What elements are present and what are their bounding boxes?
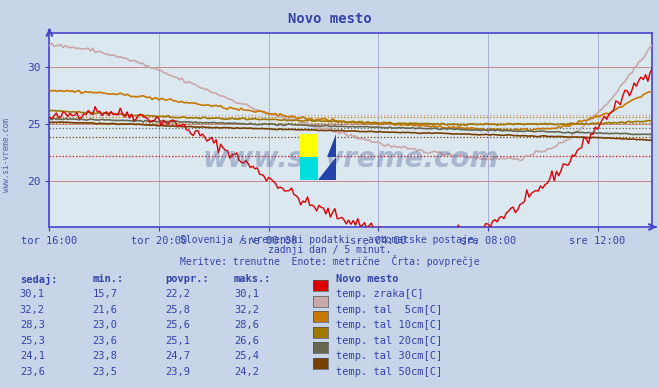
Text: 25,8: 25,8 — [165, 305, 190, 315]
Text: 23,6: 23,6 — [20, 367, 45, 377]
Text: 30,1: 30,1 — [20, 289, 45, 299]
Text: www.si-vreme.com: www.si-vreme.com — [203, 145, 499, 173]
Text: 26,6: 26,6 — [234, 336, 259, 346]
Bar — [300, 134, 318, 157]
Text: 21,6: 21,6 — [92, 305, 117, 315]
Text: sedaj:: sedaj: — [20, 274, 57, 284]
Text: 25,4: 25,4 — [234, 351, 259, 361]
Text: 25,3: 25,3 — [20, 336, 45, 346]
Text: temp. tal 30cm[C]: temp. tal 30cm[C] — [336, 351, 442, 361]
Text: temp. tal 50cm[C]: temp. tal 50cm[C] — [336, 367, 442, 377]
Text: 24,1: 24,1 — [20, 351, 45, 361]
Text: 22,2: 22,2 — [165, 289, 190, 299]
Text: 23,9: 23,9 — [165, 367, 190, 377]
Text: 23,5: 23,5 — [92, 367, 117, 377]
Text: Slovenija / vremenski podatki - avtomatske postaje.: Slovenija / vremenski podatki - avtomats… — [180, 235, 479, 245]
Text: povpr.:: povpr.: — [165, 274, 208, 284]
Text: temp. tal  5cm[C]: temp. tal 5cm[C] — [336, 305, 442, 315]
Text: 24,7: 24,7 — [165, 351, 190, 361]
Text: 15,7: 15,7 — [92, 289, 117, 299]
Polygon shape — [318, 134, 336, 180]
Polygon shape — [318, 134, 336, 180]
Text: temp. tal 20cm[C]: temp. tal 20cm[C] — [336, 336, 442, 346]
Text: zadnji dan / 5 minut.: zadnji dan / 5 minut. — [268, 245, 391, 255]
Text: Meritve: trenutne  Enote: metrične  Črta: povprečje: Meritve: trenutne Enote: metrične Črta: … — [180, 255, 479, 267]
Text: 23,0: 23,0 — [92, 320, 117, 330]
Text: 32,2: 32,2 — [234, 305, 259, 315]
Text: temp. tal 10cm[C]: temp. tal 10cm[C] — [336, 320, 442, 330]
Text: 25,6: 25,6 — [165, 320, 190, 330]
Text: Novo mesto: Novo mesto — [287, 12, 372, 26]
Text: Novo mesto: Novo mesto — [336, 274, 399, 284]
Text: 28,3: 28,3 — [20, 320, 45, 330]
Text: temp. zraka[C]: temp. zraka[C] — [336, 289, 424, 299]
Text: 23,8: 23,8 — [92, 351, 117, 361]
Text: www.si-vreme.com: www.si-vreme.com — [2, 118, 11, 192]
Polygon shape — [300, 157, 318, 180]
Text: 24,2: 24,2 — [234, 367, 259, 377]
Text: maks.:: maks.: — [234, 274, 272, 284]
Text: 30,1: 30,1 — [234, 289, 259, 299]
Text: 25,1: 25,1 — [165, 336, 190, 346]
Text: 32,2: 32,2 — [20, 305, 45, 315]
Text: 28,6: 28,6 — [234, 320, 259, 330]
Text: min.:: min.: — [92, 274, 123, 284]
Text: 23,6: 23,6 — [92, 336, 117, 346]
